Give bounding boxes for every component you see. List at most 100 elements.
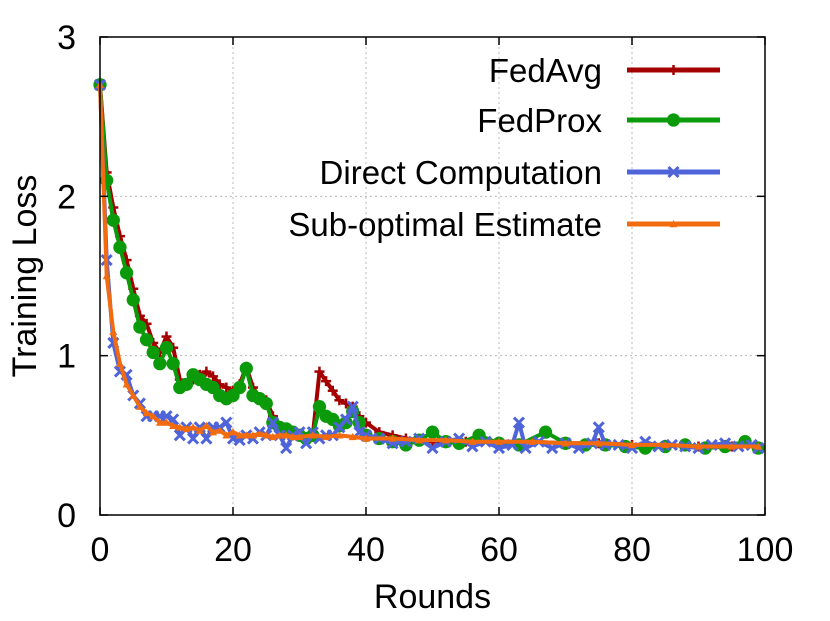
data-point — [220, 416, 233, 429]
legend-item: Direct Computation — [320, 154, 720, 191]
y-axis-title: Training Loss — [6, 175, 44, 378]
series-sub-optimal-estimate — [96, 80, 763, 450]
data-point — [255, 429, 264, 437]
data-point — [339, 413, 353, 426]
data-point — [268, 432, 277, 441]
data-point — [321, 376, 332, 387]
data-point — [135, 402, 144, 410]
data-point — [592, 421, 605, 434]
data-point — [346, 400, 359, 413]
data-point — [113, 240, 127, 254]
data-point — [221, 382, 232, 393]
data-point — [441, 436, 450, 444]
data-point — [754, 442, 763, 450]
data-point — [222, 431, 231, 439]
data-point — [209, 428, 218, 436]
y-tick-label: 1 — [57, 338, 76, 376]
data-point — [334, 395, 345, 406]
legend-label: Sub-optimal Estimate — [288, 206, 602, 243]
data-point — [667, 165, 680, 179]
x-tick-label: 100 — [737, 531, 794, 569]
data-point — [239, 361, 253, 376]
grid — [100, 37, 765, 515]
data-point — [122, 380, 131, 388]
data-point — [314, 366, 325, 377]
data-point — [468, 437, 477, 445]
data-point — [189, 423, 198, 431]
data-point — [146, 345, 160, 360]
data-point — [528, 437, 537, 445]
data-point — [175, 423, 184, 431]
data-point — [495, 437, 503, 445]
data-point — [102, 272, 111, 280]
data-point — [322, 432, 331, 441]
data-point — [561, 439, 570, 447]
x-tick-label: 20 — [214, 531, 252, 569]
data-point — [182, 424, 191, 433]
data-point — [166, 356, 180, 371]
series-fedavg — [95, 79, 764, 452]
data-point — [109, 327, 118, 335]
data-point — [312, 400, 327, 414]
data-point — [133, 320, 147, 334]
x-tick-label: 60 — [480, 531, 518, 569]
y-tick-label: 0 — [57, 497, 76, 535]
data-point — [727, 442, 736, 450]
data-point — [669, 220, 678, 228]
x-tick-label: 0 — [91, 531, 110, 569]
data-point — [201, 366, 212, 377]
series-line — [98, 82, 761, 449]
data-point — [169, 421, 178, 429]
data-point — [426, 442, 439, 455]
data-point — [149, 412, 158, 420]
data-point — [512, 416, 526, 429]
data-point — [388, 434, 397, 442]
data-point — [266, 416, 279, 429]
data-point — [233, 380, 247, 395]
data-point — [280, 442, 293, 455]
data-point — [129, 391, 138, 399]
data-point — [126, 293, 140, 307]
y-tick-label: 2 — [57, 178, 76, 216]
series-direct-computation — [93, 78, 765, 455]
y-tick-label: 3 — [57, 19, 76, 57]
data-point — [348, 432, 357, 441]
data-point — [248, 431, 257, 439]
x-tick-label: 40 — [347, 531, 385, 569]
data-point — [142, 409, 151, 417]
data-point — [628, 440, 636, 449]
legend-item: FedProx — [477, 102, 720, 139]
data-point — [275, 431, 284, 439]
series-layer — [93, 78, 765, 455]
data-point — [229, 428, 237, 436]
data-point — [308, 431, 317, 439]
data-point — [288, 432, 297, 441]
data-point — [115, 359, 124, 367]
data-point — [139, 333, 154, 347]
legend-label: Direct Computation — [320, 154, 602, 191]
data-point — [215, 426, 224, 434]
data-point — [242, 431, 251, 439]
data-point — [119, 266, 134, 280]
data-point — [106, 213, 120, 227]
data-point — [538, 425, 553, 439]
data-point — [155, 418, 164, 426]
data-point — [262, 431, 271, 439]
data-point — [666, 113, 681, 127]
data-point — [259, 396, 273, 411]
series-line — [98, 82, 761, 451]
series-line — [98, 82, 761, 449]
data-point — [415, 436, 424, 444]
data-point — [208, 371, 219, 382]
series-fedprox — [93, 78, 765, 455]
data-point — [162, 418, 171, 426]
axes: 0 20 40 60 80 100 0 1 2 3 — [57, 19, 793, 569]
data-point — [161, 331, 172, 342]
x-tick-label: 80 — [613, 531, 651, 569]
plot-frame — [99, 36, 766, 516]
x-axis-title: Rounds — [374, 578, 491, 616]
legend-label: FedAvg — [489, 52, 602, 89]
data-point — [425, 425, 440, 439]
data-point — [153, 356, 167, 371]
